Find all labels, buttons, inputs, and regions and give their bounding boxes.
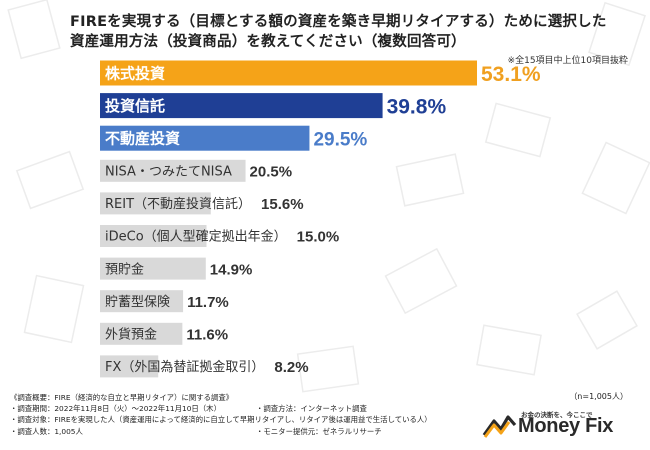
- bar-2: [100, 93, 383, 119]
- category-label-4: NISA・つみたてNISA: [105, 164, 232, 179]
- chart-title-line-2: 資産運用方法（投資商品）を教えてください（複数回答可）: [70, 34, 466, 50]
- sample-size: （n=1,005人）: [569, 392, 628, 401]
- value-label-7: 14.9%: [210, 261, 253, 278]
- bar-8: [100, 290, 184, 313]
- survey-heading: 《調査概要：FIRE（経済的な自立と早期リタイア）に関する調査》: [10, 393, 234, 402]
- value-label-10: 8.2%: [274, 359, 308, 376]
- survey-period: ・調査期間：2022年11月8日（火）～2022年11月10日（木）: [10, 404, 221, 414]
- money-fix-logo-icon: [482, 415, 517, 438]
- category-label-10: FX（外国為替証拠金取引）: [105, 359, 264, 375]
- value-label-4: 20.5%: [250, 164, 293, 181]
- bar-4: [100, 159, 246, 182]
- value-label-6: 15.0%: [297, 229, 340, 246]
- bar-7: [100, 257, 206, 280]
- category-label-1: 株式投資: [105, 64, 165, 82]
- value-label-3: 29.5%: [313, 129, 367, 150]
- category-label-5: REIT（不動産投資信託）: [105, 196, 251, 212]
- brand-tagline: お金の決断を、今ここで: [521, 411, 593, 419]
- value-label-9: 11.6%: [186, 327, 228, 344]
- category-label-9: 外貨預金: [105, 326, 157, 342]
- category-label-7: 預貯金: [105, 261, 144, 277]
- excerpt-note: ※全15項目中上位10項目抜粋: [507, 56, 628, 66]
- survey-count: ・調査人数：1,005人: [10, 426, 83, 436]
- category-label-2: 投資信託: [105, 97, 165, 115]
- category-label-8: 貯蓄型保険: [105, 295, 170, 310]
- category-label-6: iDeCo（個人型確定拠出年金）: [105, 229, 287, 245]
- bar-10: [100, 355, 159, 378]
- survey-method: ・調査方法：インターネット調査: [256, 404, 367, 414]
- bar-1: [100, 60, 478, 86]
- brand-name: Money Fix: [518, 415, 614, 437]
- value-label-5: 15.6%: [261, 196, 304, 213]
- value-label-8: 11.7%: [187, 294, 229, 311]
- category-label-3: 不動産投資: [105, 130, 180, 148]
- chart-title-line-1: FIREを実現する（目標とする額の資産を築き早期リタイアする）ために選択した: [70, 14, 607, 30]
- bar-5: [100, 192, 211, 215]
- survey-overview: 《調査概要：FIRE（経済的な自立と早期リタイア）に関する調査》 ・調査期間：2…: [10, 392, 432, 437]
- bar-9: [100, 322, 183, 345]
- value-label-2: 39.8%: [387, 96, 447, 119]
- value-label-1: 53.1%: [481, 63, 541, 86]
- bar-3: [100, 125, 310, 151]
- survey-target: ・調査対象：FIREを実現した人（資産運用によって経済的に自立して早期リタイアし…: [10, 415, 432, 425]
- survey-monitor: ・モニター提供元：ゼネラルリサーチ: [256, 426, 382, 436]
- bar-6: [100, 225, 207, 247]
